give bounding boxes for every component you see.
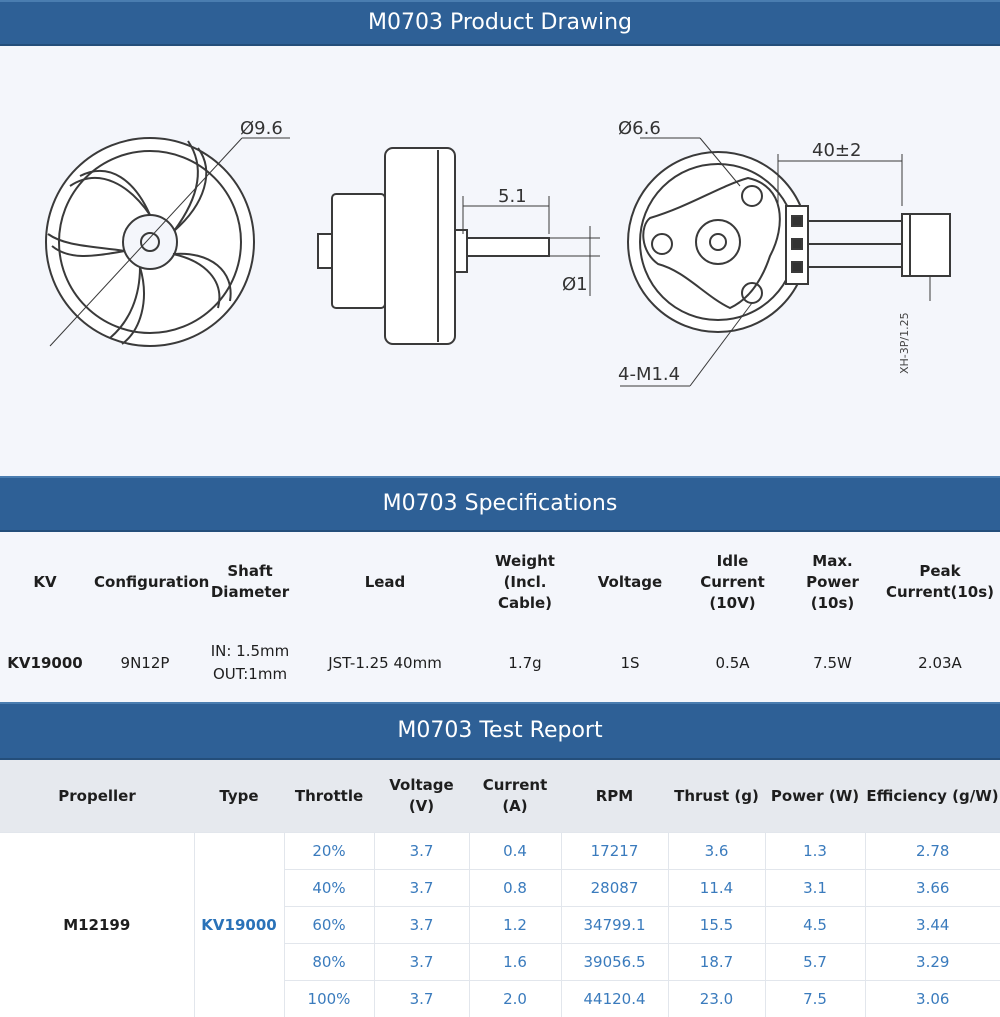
rpm-cell: 17217 bbox=[561, 833, 668, 870]
test-header-efficiency: Efficiency (g/W) bbox=[865, 760, 1000, 833]
specs-section-title: M0703 Specifications bbox=[0, 476, 1000, 532]
test-header-current: Current (A) bbox=[469, 760, 561, 833]
outer-diameter-label: Ø9.6 bbox=[240, 118, 283, 139]
spec-peak: 2.03A bbox=[880, 632, 1000, 694]
voltage-cell: 3.7 bbox=[374, 833, 469, 870]
efficiency-cell: 2.78 bbox=[865, 833, 1000, 870]
motor-top-view bbox=[46, 138, 290, 346]
spec-header-shaft: Shaft Diameter bbox=[200, 532, 300, 632]
test-header-type: Type bbox=[194, 760, 284, 833]
shaft-length-label: 5.1 bbox=[498, 186, 527, 207]
throttle-cell: 100% bbox=[284, 981, 374, 1017]
spec-header-kv: KV bbox=[0, 532, 90, 632]
efficiency-cell: 3.29 bbox=[865, 944, 1000, 981]
voltage-cell: 3.7 bbox=[374, 907, 469, 944]
spec-config: 9N12P bbox=[90, 632, 200, 694]
thrust-cell: 15.5 bbox=[668, 907, 765, 944]
throttle-cell: 80% bbox=[284, 944, 374, 981]
power-cell: 4.5 bbox=[765, 907, 865, 944]
test-header-power: Power (W) bbox=[765, 760, 865, 833]
throttle-cell: 20% bbox=[284, 833, 374, 870]
spec-max-power: 7.5W bbox=[785, 632, 880, 694]
power-cell: 5.7 bbox=[765, 944, 865, 981]
shaft-diameter-label: Ø1 bbox=[562, 274, 588, 295]
specs-panel: KV Configuration Shaft Diameter Lead Wei… bbox=[0, 532, 1000, 702]
thrust-cell: 11.4 bbox=[668, 870, 765, 907]
spec-idle: 0.5A bbox=[680, 632, 785, 694]
test-section-title: M0703 Test Report bbox=[0, 702, 1000, 760]
specs-header-row: KV Configuration Shaft Diameter Lead Wei… bbox=[0, 532, 1000, 632]
power-cell: 7.5 bbox=[765, 981, 865, 1017]
efficiency-cell: 3.44 bbox=[865, 907, 1000, 944]
spec-shaft-in: IN: 1.5mm bbox=[201, 640, 299, 663]
rpm-cell: 28087 bbox=[561, 870, 668, 907]
voltage-cell: 3.7 bbox=[374, 944, 469, 981]
rpm-cell: 39056.5 bbox=[561, 944, 668, 981]
base-diameter-label: Ø6.6 bbox=[618, 118, 661, 139]
throttle-cell: 40% bbox=[284, 870, 374, 907]
rpm-cell: 44120.4 bbox=[561, 981, 668, 1017]
current-cell: 0.4 bbox=[469, 833, 561, 870]
spec-shaft: IN: 1.5mm OUT:1mm bbox=[200, 632, 300, 694]
mount-thread-label: 4-M1.4 bbox=[618, 364, 680, 385]
spec-header-lead: Lead bbox=[300, 532, 470, 632]
test-header-voltage: Voltage (V) bbox=[374, 760, 469, 833]
propeller-cell: M12199 bbox=[0, 833, 194, 1017]
power-cell: 1.3 bbox=[765, 833, 865, 870]
test-report-table: Propeller Type Throttle Voltage (V) Curr… bbox=[0, 760, 1000, 1017]
current-cell: 1.2 bbox=[469, 907, 561, 944]
test-header-rpm: RPM bbox=[561, 760, 668, 833]
current-cell: 0.8 bbox=[469, 870, 561, 907]
spec-header-max-power: Max. Power (10s) bbox=[785, 532, 880, 632]
spec-shaft-out: OUT:1mm bbox=[201, 663, 299, 686]
thrust-cell: 3.6 bbox=[668, 833, 765, 870]
voltage-cell: 3.7 bbox=[374, 870, 469, 907]
motor-side-view bbox=[318, 148, 600, 344]
spec-kv: KV19000 bbox=[0, 632, 90, 694]
specs-table: KV Configuration Shaft Diameter Lead Wei… bbox=[0, 532, 1000, 694]
current-cell: 2.0 bbox=[469, 981, 561, 1017]
spec-header-idle: Idle Current (10V) bbox=[680, 532, 785, 632]
specs-value-row: KV19000 9N12P IN: 1.5mm OUT:1mm JST-1.25… bbox=[0, 632, 1000, 694]
power-cell: 3.1 bbox=[765, 870, 865, 907]
spec-voltage: 1S bbox=[580, 632, 680, 694]
spec-header-config: Configuration bbox=[90, 532, 200, 632]
connector-type-label: XH-3P/1.25 bbox=[898, 312, 911, 374]
voltage-cell: 3.7 bbox=[374, 981, 469, 1017]
current-cell: 1.6 bbox=[469, 944, 561, 981]
test-header-row: Propeller Type Throttle Voltage (V) Curr… bbox=[0, 760, 1000, 833]
thrust-cell: 23.0 bbox=[668, 981, 765, 1017]
efficiency-cell: 3.06 bbox=[865, 981, 1000, 1017]
test-header-propeller: Propeller bbox=[0, 760, 194, 833]
motor-drawing-svg bbox=[0, 46, 1000, 476]
spec-lead: JST-1.25 40mm bbox=[300, 632, 470, 694]
throttle-cell: 60% bbox=[284, 907, 374, 944]
lead-length-label: 40±2 bbox=[812, 140, 861, 161]
rpm-cell: 34799.1 bbox=[561, 907, 668, 944]
product-drawing: Ø9.6 5.1 Ø1 Ø6.6 40±2 4-M1.4 XH-3P/1.25 bbox=[0, 46, 1000, 476]
spec-header-weight: Weight (Incl. Cable) bbox=[470, 532, 580, 632]
test-header-throttle: Throttle bbox=[284, 760, 374, 833]
table-row: M12199 KV19000 20% 3.7 0.4 17217 3.6 1.3… bbox=[0, 833, 1000, 870]
thrust-cell: 18.7 bbox=[668, 944, 765, 981]
spec-weight: 1.7g bbox=[470, 632, 580, 694]
drawing-section-title: M0703 Product Drawing bbox=[0, 0, 1000, 46]
efficiency-cell: 3.66 bbox=[865, 870, 1000, 907]
spec-header-peak: Peak Current(10s) bbox=[880, 532, 1000, 632]
test-header-thrust: Thrust (g) bbox=[668, 760, 765, 833]
spec-header-voltage: Voltage bbox=[580, 532, 680, 632]
type-cell: KV19000 bbox=[194, 833, 284, 1017]
